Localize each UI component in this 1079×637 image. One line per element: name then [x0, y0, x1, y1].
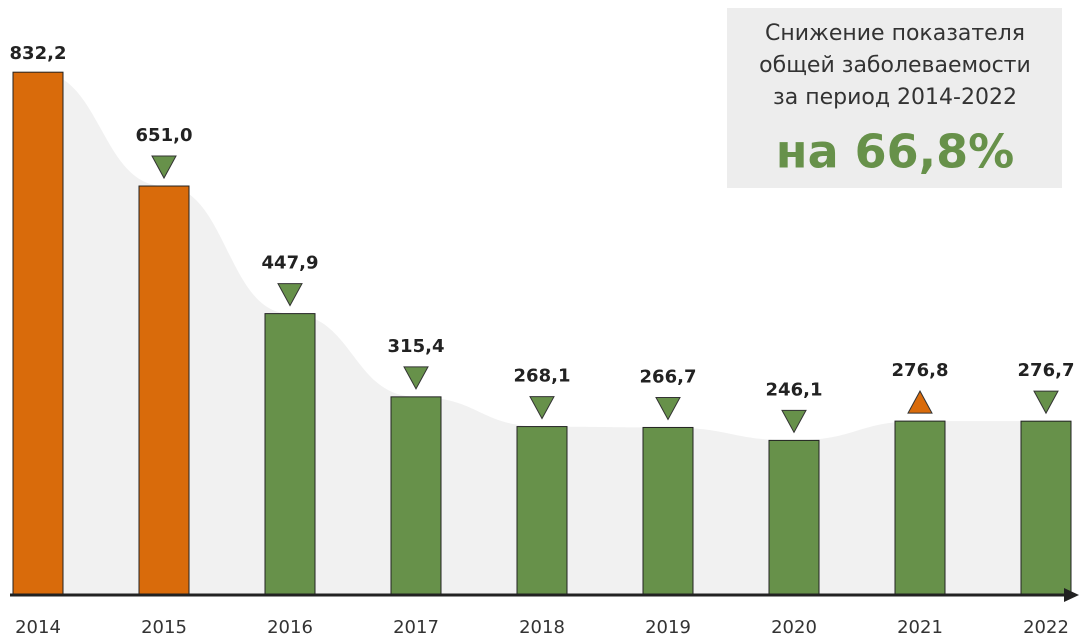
- bar: [768, 439, 820, 596]
- value-label: 268,1: [514, 366, 571, 387]
- trend-indicator: [277, 283, 303, 307]
- x-tick-label: 2017: [393, 617, 439, 637]
- annotation-line: за период 2014-2022: [773, 85, 1017, 110]
- x-tick-label: 2019: [645, 617, 691, 637]
- bar: [138, 185, 190, 596]
- value-label: 276,8: [892, 360, 949, 381]
- x-tick-label: 2018: [519, 617, 565, 637]
- annotation-line: общей заболеваемости: [759, 53, 1031, 78]
- value-label: 651,0: [136, 125, 193, 146]
- bar: [1020, 420, 1072, 596]
- trend-indicator: [529, 396, 555, 420]
- trend-indicator: [403, 366, 429, 390]
- bar: [264, 313, 316, 596]
- x-tick-label: 2015: [141, 617, 187, 637]
- value-label: 315,4: [388, 336, 445, 357]
- annotation-box: [727, 8, 1062, 188]
- bar: [642, 426, 694, 596]
- x-axis-arrow: [1064, 588, 1079, 602]
- trend-indicator: [1033, 390, 1059, 415]
- trend-indicator: [781, 409, 807, 434]
- value-label: 832,2: [10, 43, 67, 64]
- value-label: 266,7: [640, 366, 697, 387]
- x-tick-label: 2020: [771, 617, 817, 637]
- trend-indicator: [151, 155, 177, 180]
- x-tick-label: 2014: [15, 617, 61, 637]
- annotation-line: Снижение показателя: [765, 21, 1025, 46]
- value-label: 246,1: [766, 379, 823, 400]
- annotation-highlight: на 66,8%: [776, 125, 1014, 179]
- value-label: 276,7: [1018, 360, 1075, 381]
- bar: [12, 71, 64, 596]
- x-tick-label: 2021: [897, 617, 943, 637]
- bar: [516, 426, 568, 596]
- x-tick-label: 2022: [1023, 617, 1069, 637]
- x-tick-label: 2016: [267, 617, 313, 637]
- trend-indicator: [655, 396, 681, 421]
- trend-indicator: [907, 390, 933, 414]
- value-label: 447,9: [262, 253, 319, 274]
- bar: [390, 396, 442, 596]
- bar: [894, 420, 946, 596]
